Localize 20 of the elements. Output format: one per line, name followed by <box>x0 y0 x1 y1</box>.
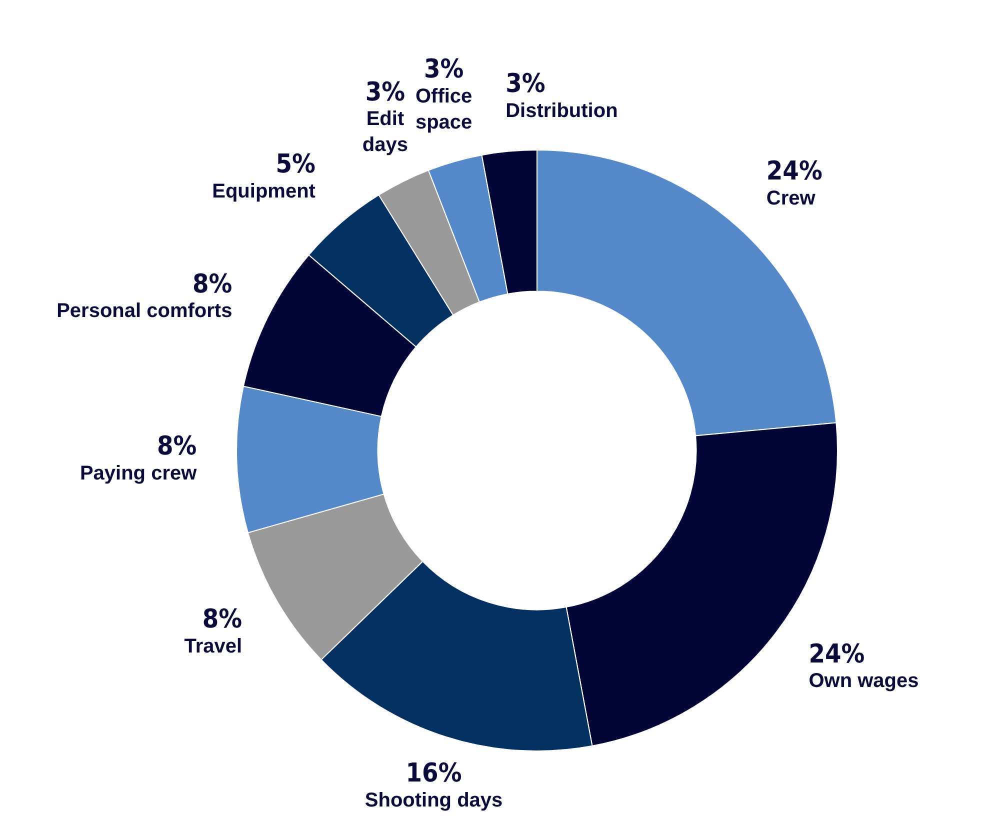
slice-label: Equipment <box>212 180 316 202</box>
slice-label: Office space <box>415 86 472 134</box>
data-label: 16% <box>406 758 462 789</box>
data-label: 3% <box>506 69 546 100</box>
data-label: 8% <box>192 269 232 300</box>
slice-label: Travel <box>184 635 242 658</box>
slice-label: Paying crew <box>80 462 198 484</box>
slice-label: Shooting days <box>364 789 503 812</box>
slice-label: Distribution <box>506 100 618 122</box>
data-label: 3% <box>365 77 406 108</box>
data-label: 8% <box>156 432 197 462</box>
slice-label: Edit days <box>362 108 408 156</box>
data-label: 24% <box>766 156 822 187</box>
data-label: 5% <box>276 150 316 180</box>
slice-label: Personal comforts <box>56 300 232 322</box>
slice-label: Own wages <box>808 670 919 692</box>
data-label: 3% <box>424 54 464 85</box>
data-label: 8% <box>202 604 242 634</box>
data-label: 24% <box>808 639 865 670</box>
slice-label: Crew <box>766 187 816 210</box>
